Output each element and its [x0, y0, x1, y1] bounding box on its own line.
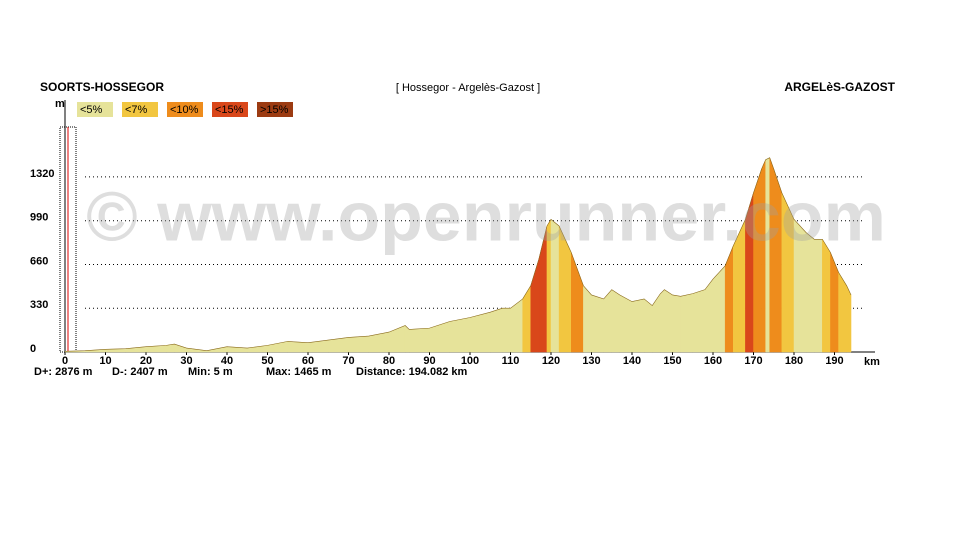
x-tick-label: 10 — [99, 355, 111, 367]
profile-segment — [522, 284, 531, 353]
profile-segment — [469, 311, 491, 353]
legend-swatch — [212, 102, 248, 117]
x-tick-label: 40 — [221, 355, 233, 367]
profile-segment — [664, 289, 673, 353]
x-tick-label: 30 — [180, 355, 192, 367]
profile-segment — [643, 298, 653, 353]
x-tick-label: 80 — [383, 355, 395, 367]
legend-swatch — [122, 102, 158, 117]
x-tick-label: 130 — [582, 355, 600, 367]
profile-segment — [611, 289, 621, 353]
x-tick-label: 120 — [542, 355, 560, 367]
y-tick-label: 1320 — [30, 168, 54, 180]
profile-segment — [409, 327, 430, 353]
y-tick-label: 0 — [30, 343, 36, 355]
profile-segment — [247, 345, 268, 353]
start-label: SOORTS-HOSSEGOR — [40, 80, 164, 94]
x-tick-label: 100 — [461, 355, 479, 367]
x-tick-label: 150 — [663, 355, 681, 367]
profile-segment — [704, 278, 714, 353]
profile-segment — [404, 324, 410, 353]
end-label: ARGELèS-GAZOST — [784, 80, 895, 94]
profile-segment — [348, 335, 369, 353]
x-tick-label: 110 — [502, 355, 520, 367]
profile-segment — [603, 288, 612, 353]
y-tick-label: 660 — [30, 255, 48, 267]
x-tick-label: 50 — [261, 355, 273, 367]
profile-segment — [619, 294, 633, 353]
profile-segment — [429, 321, 450, 353]
subtitle: [ Hossegor - Argelès-Gazost ] — [396, 82, 540, 94]
profile-segment — [712, 265, 726, 353]
legend-swatch — [167, 102, 203, 117]
profile-segment — [368, 331, 390, 353]
profile-segment — [388, 325, 406, 353]
y-axis-label: m — [55, 98, 65, 110]
profile-segment — [822, 238, 831, 353]
profile-segment — [449, 317, 471, 353]
profile-segment — [846, 285, 852, 353]
x-tick-label: 60 — [302, 355, 314, 367]
legend-label: <5% — [80, 104, 103, 116]
x-axis-label: km — [864, 356, 880, 368]
profile-segment — [591, 294, 604, 353]
profile-segment — [680, 293, 693, 353]
profile-segment — [838, 271, 847, 353]
profile-segment — [631, 298, 645, 353]
x-tick-label: 140 — [623, 355, 641, 367]
y-tick-label: 330 — [30, 299, 48, 311]
profile-segment — [490, 307, 503, 353]
x-tick-label: 170 — [744, 355, 762, 367]
profile-segment — [814, 239, 823, 353]
legend-label: <10% — [170, 104, 199, 116]
x-tick-label: 90 — [423, 355, 435, 367]
x-tick-label: 190 — [825, 355, 843, 367]
legend-swatch — [257, 102, 293, 117]
profile-segment — [583, 285, 592, 353]
x-tick-label: 180 — [785, 355, 803, 367]
profile-segment — [307, 339, 329, 353]
x-tick-label: 70 — [342, 355, 354, 367]
legend-label: <7% — [125, 104, 148, 116]
stat: Min: 5 m — [188, 366, 233, 378]
stat: Max: 1465 m — [266, 366, 332, 378]
x-tick-label: 160 — [704, 355, 722, 367]
y-tick-label: 990 — [30, 212, 48, 224]
profile-segment — [830, 252, 839, 353]
x-tick-label: 0 — [62, 355, 68, 367]
legend-label: >15% — [260, 104, 289, 116]
profile-segment — [502, 307, 511, 353]
profile-segment — [672, 294, 681, 353]
profile-segment — [571, 252, 584, 353]
stat: D-: 2407 m — [112, 366, 168, 378]
profile-segment — [724, 245, 734, 353]
legend-label: <15% — [215, 104, 244, 116]
stat: D+: 2876 m — [34, 366, 93, 378]
x-tick-label: 20 — [140, 355, 152, 367]
profile-segment — [287, 341, 309, 353]
profile-segment — [692, 289, 706, 353]
stat: Distance: 194.082 km — [356, 366, 468, 378]
legend-swatch — [77, 102, 113, 117]
profile-segment — [652, 292, 661, 353]
profile-segment — [267, 341, 288, 353]
profile-segment — [174, 343, 187, 353]
profile-line — [64, 157, 852, 352]
watermark: © www.openrunner.com — [86, 177, 886, 255]
profile-segment — [660, 289, 665, 353]
